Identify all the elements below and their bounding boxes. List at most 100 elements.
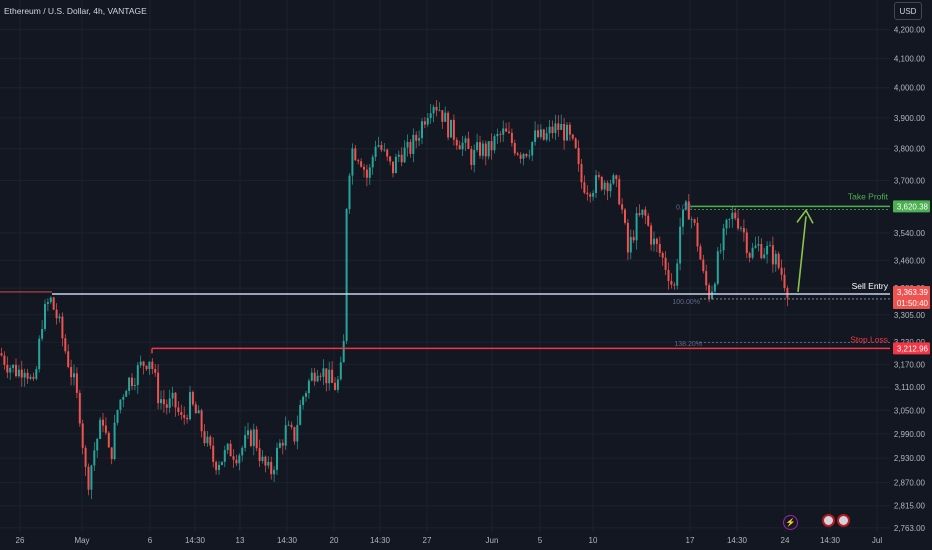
candle-body [771,245,774,265]
price-tick-label: 2,815.00 [894,502,926,511]
candle-body [690,219,693,221]
candle-body [128,377,131,391]
candle-body [661,252,664,258]
candle-body [731,212,734,219]
candle-body [400,154,403,163]
candle-body [644,209,647,216]
candle-body [403,147,406,163]
candle-body [145,365,148,370]
candle-body [360,161,363,167]
candle-body [653,238,655,245]
chart-title: Ethereum / U.S. Dollar, 4h, VANTAGE [4,6,147,16]
price-tick-label: 3,700.00 [894,176,926,185]
bolt-icon[interactable]: ⚡ [783,515,798,530]
currency-button[interactable]: USD [894,2,922,20]
us-flag-icon[interactable] [822,514,835,527]
candle-body [154,368,157,373]
candle-body [334,382,336,390]
candle-body [606,182,609,192]
candle-body [374,146,377,157]
candle-body [351,148,354,176]
candle-body [490,141,493,151]
take-profit-label: Take Profit [848,191,889,201]
candle-body [682,209,684,227]
candle-body [162,399,165,405]
candle-body [322,368,325,377]
candle-body [313,372,316,382]
candle-body [20,369,23,378]
price-tick-label: 3,900.00 [894,114,926,123]
candle-body [751,247,754,258]
candle-body [676,263,679,286]
candle-body [305,393,307,397]
time-tick-label: 14:30 [185,536,206,545]
candle-body [609,183,612,192]
candle-body [81,423,84,448]
candle-body [705,271,708,286]
candle-body [458,145,461,150]
candle-body [655,238,658,245]
candle-body [6,364,9,373]
candle-body [684,201,687,210]
candle-body [557,123,560,130]
candle-body [276,447,278,470]
candle-body [435,106,438,111]
candle-body [307,380,310,394]
time-tick-label: 26 [16,536,25,545]
candle-body [84,447,87,467]
time-axis: 26 May 6 14:30 13 14:30 20 14:30 27 Jun 5 10 17 14:30… [16,536,883,545]
candle-body [597,175,600,177]
candle-body [113,422,116,460]
candle-body [299,404,302,425]
time-tick-label: May [74,536,89,545]
candle-body [487,141,490,157]
candle-body [206,436,209,444]
candle-body [455,139,458,146]
candle-body [380,145,383,150]
stop-loss-price-badge-bg [893,342,930,355]
candle-body [142,361,145,366]
candle-body [418,138,421,141]
time-tick-label: 27 [423,536,432,545]
time-tick-label: Jul [872,536,882,545]
fib-label: 138.20% [674,341,702,348]
candle-body [542,129,545,140]
price-tick-label: 3,305.00 [894,311,926,320]
candle-body [641,209,644,215]
price-tick-label: 2,990.00 [894,430,926,439]
stop-loss-label: Stop Loss [850,334,888,344]
candle-body [325,368,328,384]
candle-body [32,376,35,379]
candle-body [566,124,568,141]
countdown-badge: 01:50:40 [897,299,929,308]
time-tick-label: 10 [589,536,598,545]
candle-body [392,161,394,174]
candle-body [223,450,226,462]
candle-body [603,182,606,190]
candle-body [513,143,516,154]
candle-body [522,153,525,159]
us-flag-icon[interactable] [837,514,850,527]
candle-body [215,461,218,470]
candle-body [9,367,12,373]
price-tick-label: 4,200.00 [894,26,926,35]
candle-body [647,215,650,226]
time-tick-label: Jun [486,536,499,545]
candle-body [273,469,276,475]
price-axis: 4,200.00 4,100.00 4,000.00 3,900.00 3,800.00… [893,26,930,533]
candle-body [679,226,682,264]
candle-body [612,175,615,184]
candle-body [29,376,32,379]
candle-body [73,373,75,378]
candle-body [133,385,136,387]
candle-body [467,138,470,149]
candle-body [102,419,104,426]
chart-grid [0,0,890,532]
price-tick-label: 3,540.00 [894,229,926,238]
price-tick-label: 3,170.00 [894,360,926,369]
candle-body [473,150,476,166]
candle-body [165,404,168,408]
candle-body [368,167,371,178]
candle-body [258,448,261,461]
